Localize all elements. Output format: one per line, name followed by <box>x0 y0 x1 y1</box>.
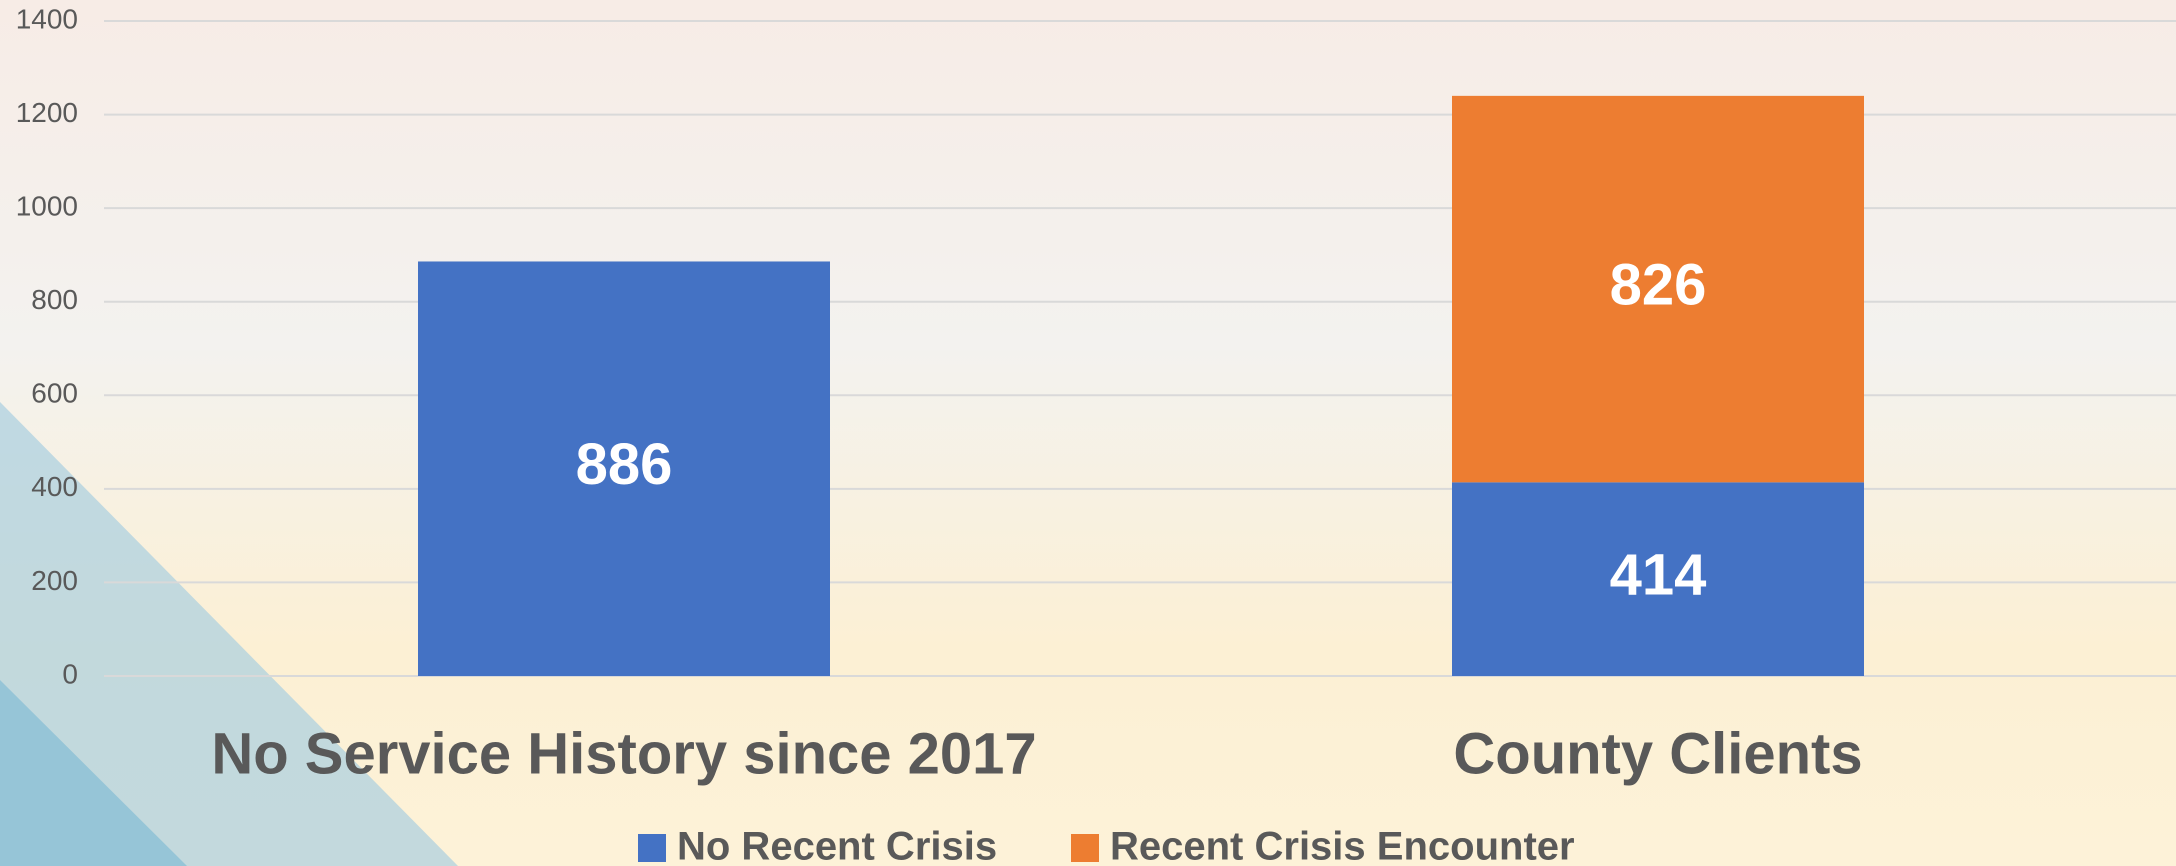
y-tick-label: 0 <box>62 658 78 689</box>
x-tick-label: County Clients <box>1453 721 1862 786</box>
legend-label: Recent Crisis Encounter <box>1110 825 1575 866</box>
y-tick-label: 800 <box>31 284 78 315</box>
bar-segment <box>418 261 830 676</box>
y-tick-label: 200 <box>31 565 78 596</box>
y-tick-label: 400 <box>31 471 78 502</box>
legend-swatch <box>638 834 666 862</box>
data-label: 886 <box>576 432 673 497</box>
y-tick-label: 600 <box>31 378 78 409</box>
legend-label: No Recent Crisis <box>677 825 997 866</box>
data-label: 826 <box>1610 252 1707 317</box>
legend-swatch <box>1071 834 1099 862</box>
decor-triangle <box>0 402 458 866</box>
decor-triangle <box>0 680 187 866</box>
x-tick-label: No Service History since 2017 <box>211 721 1036 786</box>
bar-segment <box>1452 482 1864 676</box>
y-tick-label: 1400 <box>16 3 78 34</box>
y-tick-label: 1200 <box>16 97 78 128</box>
y-tick-label: 1000 <box>16 191 78 222</box>
data-label: 414 <box>1610 542 1707 607</box>
bar-segment <box>1452 95 1864 483</box>
